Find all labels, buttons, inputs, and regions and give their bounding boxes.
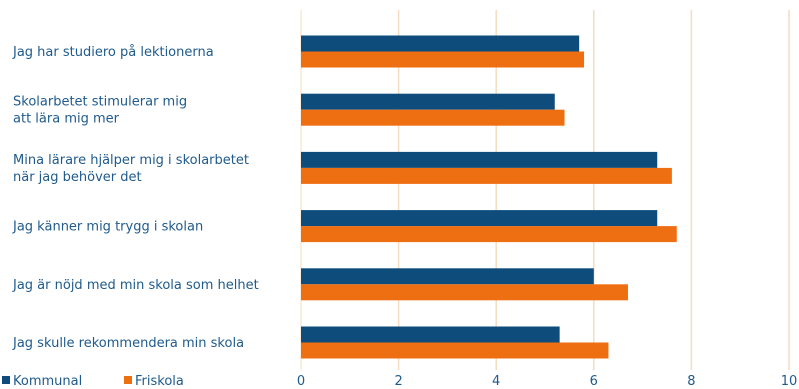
category-labels: Jag har studiero på lektionerna Skolarbet…: [12, 45, 259, 351]
legend-label-friskola: Friskola: [135, 374, 184, 389]
x-tick-label: 2: [394, 374, 402, 389]
grid-lines: [300, 10, 790, 370]
category-label: Mina lärare hjälper mig i skolarbetet: [13, 153, 249, 168]
bar-kommunal-6: [301, 326, 560, 343]
category-label: Skolarbetet stimulerar mig: [13, 95, 187, 110]
bar-kommunal-2: [301, 93, 555, 110]
legend: Kommunal Friskola: [2, 374, 184, 389]
x-tick-label: 10: [781, 374, 798, 389]
x-tick-label: 4: [492, 374, 500, 389]
bar-friskola-4: [301, 226, 677, 243]
bar-kommunal-5: [301, 268, 594, 285]
category-label: Jag har studiero på lektionerna: [12, 45, 214, 60]
bar-friskola-1: [301, 51, 585, 68]
legend-swatch-kommunal: [2, 376, 10, 384]
x-tick-label: 6: [590, 374, 598, 389]
bar-friskola-3: [301, 167, 672, 184]
category-label: Jag är nöjd med min skola som helhet: [12, 278, 259, 293]
x-tick-label: 0: [297, 374, 305, 389]
category-label: Jag skulle rekommendera min skola: [12, 336, 244, 351]
bar-friskola-6: [301, 342, 609, 359]
bar-kommunal-4: [301, 210, 658, 227]
bar-friskola-2: [301, 109, 565, 126]
bar-kommunal-1: [301, 35, 580, 52]
bar-friskola-5: [301, 284, 628, 301]
category-label: Jag känner mig trygg i skolan: [12, 220, 203, 235]
bars: [301, 35, 677, 359]
bar-kommunal-3: [301, 151, 658, 168]
x-tick-label: 8: [687, 374, 695, 389]
legend-swatch-friskola: [124, 376, 132, 384]
x-axis-tick-labels: 0 2 4 6 8 10: [297, 374, 797, 389]
category-label: att lära mig mer: [13, 112, 120, 127]
legend-label-kommunal: Kommunal: [13, 374, 82, 389]
category-label: när jag behöver det: [13, 170, 142, 185]
